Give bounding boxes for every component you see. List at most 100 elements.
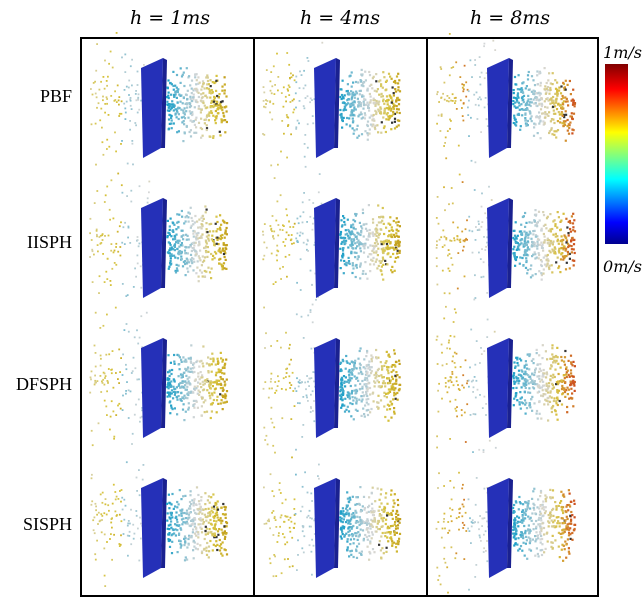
particle (171, 516, 173, 518)
particle (106, 85, 108, 87)
particle (300, 510, 302, 512)
particle (491, 199, 493, 201)
particle (110, 280, 112, 282)
particle (188, 512, 190, 514)
particle (522, 81, 524, 83)
particle (349, 379, 351, 381)
particle (359, 516, 361, 518)
particle (96, 96, 98, 98)
particle (374, 385, 376, 387)
particle (461, 107, 463, 109)
particle (206, 389, 208, 391)
particle (117, 378, 119, 380)
particle (213, 101, 215, 103)
particle (351, 272, 353, 274)
particle (570, 381, 572, 383)
particle (195, 504, 197, 506)
particle (486, 560, 488, 562)
particle (395, 393, 397, 395)
particle (466, 403, 468, 405)
particle (215, 364, 217, 366)
particle (399, 376, 401, 378)
particle (342, 247, 344, 249)
particle (372, 245, 374, 247)
particle (208, 234, 210, 236)
particle (174, 407, 176, 409)
particle (321, 203, 323, 205)
particle (524, 399, 526, 401)
particle (182, 512, 184, 514)
particle (513, 372, 515, 374)
particle (369, 244, 371, 246)
particle (308, 60, 310, 62)
particle (464, 276, 466, 278)
particle (349, 93, 351, 95)
particle (516, 362, 518, 364)
particle (385, 131, 387, 133)
particle (540, 229, 542, 231)
particle (520, 103, 522, 105)
particle (562, 125, 564, 127)
particle (200, 111, 202, 113)
particle (347, 406, 349, 408)
particle (208, 119, 210, 121)
particle (106, 414, 108, 416)
particle (273, 231, 275, 233)
particle (343, 272, 345, 274)
particle (564, 377, 566, 379)
particle (124, 108, 126, 110)
particle (352, 496, 354, 498)
particle (371, 250, 373, 252)
particle (380, 361, 382, 363)
particle (371, 492, 373, 494)
particle (526, 260, 528, 262)
particle (443, 558, 445, 560)
particle (180, 547, 182, 549)
particle (348, 501, 350, 503)
particle (220, 101, 222, 103)
particle (549, 213, 551, 215)
particle (224, 89, 226, 91)
particle (275, 575, 277, 577)
particle (147, 197, 149, 199)
particle (359, 363, 361, 365)
particle (544, 106, 546, 108)
particle (395, 513, 397, 515)
particle (208, 83, 210, 85)
particle (106, 390, 108, 392)
particle (183, 261, 185, 263)
particle (104, 585, 106, 587)
particle (213, 392, 215, 394)
particle (525, 267, 527, 269)
particle (126, 368, 128, 370)
particle (556, 397, 558, 399)
particle (195, 400, 197, 402)
particle (102, 492, 104, 494)
particle (275, 519, 277, 521)
particle (372, 548, 374, 550)
particle (531, 396, 533, 398)
particle (194, 533, 196, 535)
particle (356, 245, 358, 247)
plate (487, 338, 509, 438)
particle (290, 384, 292, 386)
particle (319, 173, 321, 175)
particle (360, 521, 362, 523)
particle (444, 292, 446, 294)
particle (360, 111, 362, 113)
particle (179, 240, 181, 242)
particle (369, 542, 371, 544)
particle (110, 250, 112, 252)
particle (170, 362, 172, 364)
particle (187, 252, 189, 254)
particle (138, 378, 140, 380)
particle (390, 531, 392, 533)
particle (539, 533, 541, 535)
particle (381, 273, 383, 275)
particle (441, 344, 443, 346)
particle (517, 242, 519, 244)
particle (447, 95, 449, 97)
particle (471, 160, 473, 162)
particle (381, 241, 383, 243)
particle (474, 64, 476, 66)
